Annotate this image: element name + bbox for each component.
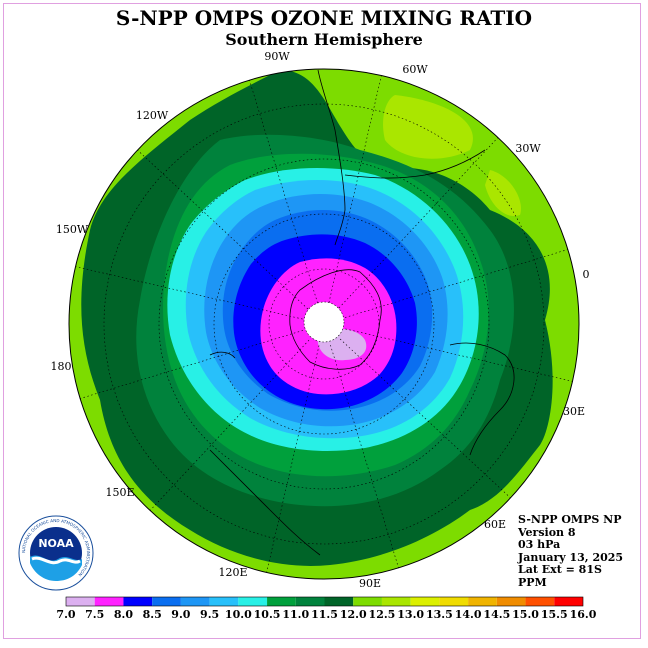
colorbar-tick-label: 9.0 — [171, 608, 191, 621]
colorbar-swatch — [439, 597, 469, 606]
pole-no-data — [304, 302, 344, 342]
colorbar-swatch — [152, 597, 181, 606]
colorbar-swatch — [410, 597, 440, 606]
noaa-logo-gull — [31, 556, 81, 565]
band-13.0-13.5 — [383, 95, 473, 159]
colorbar-swatch — [496, 597, 526, 606]
lon-label-90e: 90E — [359, 577, 381, 590]
lon-label-150w: 150W — [56, 223, 89, 236]
info-date: January 13, 2025 — [518, 550, 624, 564]
coastline-new-zealand — [209, 351, 236, 359]
colorbar-tick-label: 8.0 — [113, 608, 134, 621]
colorbar-swatch — [180, 597, 210, 606]
colorbar-tick-label: 15.5 — [540, 608, 568, 621]
meridian-line — [137, 149, 309, 310]
contour-field — [69, 69, 579, 579]
colorbar-swatch — [209, 597, 239, 606]
info-units: PPM — [518, 575, 547, 589]
graticule — [103, 103, 545, 545]
lon-label-180: 180 — [51, 360, 72, 373]
colorbar-swatch — [468, 597, 497, 606]
lon-label-120w: 120W — [136, 109, 169, 122]
colorbar-swatch — [324, 597, 354, 606]
colorbar-tick-label: 13.5 — [425, 608, 453, 621]
coastline-australia — [209, 449, 321, 556]
colorbar-swatch — [66, 597, 95, 606]
colorbar-tick-label: 12.0 — [339, 608, 367, 621]
meridian-line — [344, 249, 568, 318]
pole-latitude-circle — [303, 301, 345, 343]
lon-label-0: 0 — [583, 268, 590, 281]
map-title: S-NPP OMPS OZONE MIXING RATIO — [115, 6, 533, 30]
meridian-line — [80, 330, 304, 399]
colorbar-tick-label: 8.5 — [142, 608, 162, 621]
map-subtitle: Southern Hemisphere — [225, 30, 423, 49]
colorbar-tick-label: 16.0 — [569, 608, 597, 621]
band-13.0-13.5 — [485, 170, 521, 216]
colorbar-tick-label: 14.5 — [483, 608, 511, 621]
colorbar-swatch — [381, 597, 411, 606]
meridian-line — [338, 137, 499, 309]
colorbar-tick-label: 14.0 — [454, 608, 482, 621]
info-version: Version 8 — [518, 525, 576, 539]
colorbar-tick-label: 11.0 — [282, 608, 310, 621]
meridian-line — [266, 345, 320, 573]
colorbar-swatch — [525, 597, 555, 606]
coastline-antarctica — [289, 269, 382, 370]
colorbar — [65, 596, 584, 607]
colorbar-swatch — [295, 597, 325, 606]
colorbar-swatch — [123, 597, 153, 606]
map-border — [68, 68, 580, 580]
info-level: 03 hPa — [518, 538, 561, 552]
meridian-line — [328, 75, 382, 303]
colorbar-tick-label: 7.5 — [85, 608, 105, 621]
colorbar-swatch — [554, 597, 583, 606]
coastline-south-america-east — [344, 149, 486, 179]
info-instrument: S-NPP OMPS NP — [518, 513, 622, 526]
colorbar-tick-label: 15.0 — [512, 608, 539, 621]
latitude-circle — [268, 268, 380, 380]
noaa-logo: NOAA NATIONAL OCEANIC AND ATMOSPHERIC AD… — [18, 515, 94, 591]
colorbar-tick-label: 11.5 — [311, 608, 338, 621]
colorbar-tick-label: 10.0 — [224, 608, 252, 621]
info-lat-ext: Lat Ext = 81S — [518, 563, 602, 577]
colorbar-swatch — [353, 597, 382, 606]
lon-label-90w: 90W — [264, 50, 290, 63]
latitude-circle — [213, 213, 435, 435]
colorbar-outline — [65, 596, 584, 607]
lon-label-30w: 30W — [515, 142, 541, 155]
meridian-line — [330, 344, 399, 568]
coastlines — [209, 69, 515, 556]
colorbar-swatch — [267, 597, 296, 606]
lon-label-60e: 60E — [484, 518, 506, 531]
lon-label-150e: 150E — [105, 486, 134, 499]
meridian-line — [339, 338, 511, 499]
meridian-line — [345, 328, 573, 382]
meridians — [75, 75, 573, 573]
colorbar-tick-label: 7.0 — [56, 608, 76, 621]
colorbar-swatch — [238, 597, 268, 606]
info-block: S-NPP OMPS NP Version 8 03 hPa January 1… — [518, 513, 624, 590]
lon-label-120e: 120E — [218, 566, 247, 579]
lon-label-60w: 60W — [402, 63, 428, 76]
noaa-logo-text: NOAA — [38, 537, 74, 550]
lon-label-30e: 30E — [563, 405, 585, 418]
meridian-line — [249, 80, 318, 304]
colorbar-tick-label: 12.5 — [368, 608, 396, 621]
coastline-africa — [449, 342, 515, 456]
colorbar-swatch — [94, 597, 124, 606]
colorbar-tick-label: 10.5 — [253, 608, 281, 621]
latitude-circle — [158, 158, 490, 490]
latitude-circle — [103, 103, 545, 545]
longitude-labels: 90W 60W 120W 30W 150W 0 180 30E 150E 60E… — [51, 50, 590, 590]
meridian-line — [149, 339, 310, 511]
meridian-line — [75, 266, 303, 320]
coastline-south-america — [317, 69, 346, 246]
colorbar-tick-label: 9.5 — [200, 608, 220, 621]
figure-frame — [3, 3, 641, 639]
colorbar-tick-label: 13.0 — [397, 608, 425, 621]
